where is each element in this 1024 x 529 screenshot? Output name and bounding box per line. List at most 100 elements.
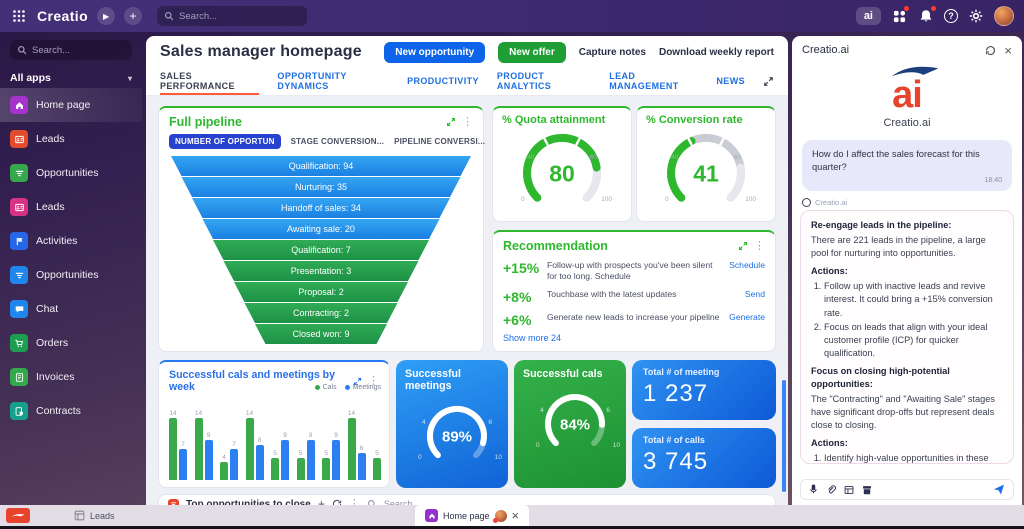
tab-news[interactable]: NEWS	[716, 75, 745, 86]
kebab-menu-icon[interactable]: ⋮	[368, 374, 379, 387]
sidebar-item-orders[interactable]: Orders	[0, 326, 142, 360]
sidebar-item-label: Orders	[36, 337, 69, 349]
all-apps-label: All apps	[10, 72, 51, 84]
all-apps-dropdown[interactable]: All apps ▾	[10, 72, 132, 84]
new-opportunity-button[interactable]: New opportunity	[384, 41, 486, 63]
bar-value-label: 8	[257, 437, 262, 444]
bar-group: 5	[373, 450, 381, 480]
bar-meeting: 9	[332, 432, 340, 480]
sidebar-item-home-page[interactable]: Home page	[0, 88, 142, 122]
archive-icon[interactable]	[862, 485, 872, 495]
kebab-menu-icon[interactable]: ⋮	[348, 497, 360, 505]
expand-icon[interactable]	[353, 377, 362, 386]
add-button[interactable]: +	[124, 7, 143, 25]
new-offer-button[interactable]: New offer	[498, 41, 566, 63]
sidebar-item-chat[interactable]: Chat	[0, 292, 142, 326]
sidebar-item-leads[interactable]: Leads	[0, 122, 142, 156]
funnel-tab-pipeline-conversi[interactable]: PIPELINE CONVERSI...	[394, 137, 486, 146]
funnel-stage-handoff-of-sales[interactable]: Handoff of sales: 34	[171, 198, 471, 218]
taskbar-tab-home-page[interactable]: Home page ×	[415, 505, 530, 526]
funnel-stage-qualification[interactable]: Qualification: 94	[171, 156, 471, 176]
global-search[interactable]	[157, 6, 308, 26]
funnel-stage-contracting[interactable]: Contracting: 2	[171, 303, 471, 323]
search-icon[interactable]	[367, 499, 377, 505]
sidebar-item-opportunities[interactable]: Opportunities	[0, 258, 142, 292]
taskbar-tab-leads[interactable]: Leads	[64, 505, 125, 526]
funnel-stage-proposal[interactable]: Proposal: 2	[171, 282, 471, 302]
funnel-stage-awaiting-sale[interactable]: Awaiting sale: 20	[171, 219, 471, 239]
notifications-icon[interactable]	[917, 6, 936, 25]
expand-icon[interactable]	[446, 117, 456, 127]
close-icon[interactable]: ×	[511, 508, 520, 523]
tab-product-analytics[interactable]: PRODUCT ANALYTICS	[496, 70, 552, 91]
sidebar-search[interactable]	[10, 40, 132, 60]
funnel-stage-closed-won[interactable]: Closed won: 9	[171, 324, 471, 344]
sidebar-item-activities[interactable]: Activities	[0, 224, 142, 258]
generate-link[interactable]: Generate	[729, 312, 765, 323]
main-scrollbar[interactable]	[782, 380, 786, 492]
sidebar-nav: Home page Leads Opportunities Leads Activiti…	[0, 88, 142, 428]
tab-productivity[interactable]: PRODUCTIVITY	[407, 75, 479, 86]
window-icon	[74, 510, 85, 521]
bar-value-label: 4	[222, 454, 226, 461]
refresh-icon[interactable]	[332, 499, 342, 505]
funnel-stage-qualification[interactable]: Qualification: 7	[171, 240, 471, 260]
bar	[281, 440, 289, 480]
bar	[194, 418, 203, 480]
schedule-link[interactable]: Schedule	[729, 260, 765, 270]
card-title: % Quota attainment	[502, 114, 606, 126]
global-search-input[interactable]	[179, 10, 301, 22]
kebab-menu-icon[interactable]: ⋮	[462, 115, 473, 128]
creatio-swoosh-icon	[891, 66, 938, 77]
quota-gauge: 80	[502, 126, 622, 214]
send-button[interactable]	[993, 484, 1005, 495]
sidebar-item-opportunities[interactable]: Opportunities	[0, 156, 142, 190]
bar-call: 5	[322, 450, 330, 480]
tab-lead-management[interactable]: LEAD MANAGEMENT	[609, 70, 679, 91]
user-avatar[interactable]	[994, 6, 1014, 26]
add-icon[interactable]: +	[317, 497, 325, 505]
bar-value-label: 9	[283, 432, 287, 439]
funnel-stage-presentation[interactable]: Presentation: 3	[171, 261, 471, 281]
show-more-link[interactable]: Show more 24	[503, 333, 562, 344]
successful-calls-tile[interactable]: Successful cals 84% 0 4 6 10	[514, 360, 626, 488]
expand-icon[interactable]	[738, 241, 748, 251]
sidebar-item-invoices[interactable]: Invoices	[0, 360, 142, 394]
funnel-stage-nurturing[interactable]: Nurturing: 35	[171, 177, 471, 197]
send-link[interactable]: Send	[744, 289, 765, 300]
creatio-taskbar-button[interactable]	[6, 508, 30, 523]
total-of-meeting-tile[interactable]: Total # of meeting 1 237	[632, 360, 776, 420]
expand-icon[interactable]	[763, 76, 774, 87]
recommendation-text: Generate new leads to increase your pipe…	[547, 312, 720, 323]
settings-icon[interactable]	[967, 7, 985, 25]
marketplace-icon[interactable]	[890, 6, 909, 25]
play-button[interactable]: ▶	[97, 7, 116, 25]
total-of-calls-tile[interactable]: Total # of calls 3 745	[632, 428, 776, 488]
tab-opportunity-dynamics[interactable]: OPPORTUNITY DYNAMICS	[277, 70, 347, 91]
attach-icon[interactable]	[826, 484, 836, 495]
sidebar-item-label: Home page	[36, 99, 91, 111]
funnel-tab-number-of-opportun[interactable]: NUMBER OF OPPORTUN	[169, 134, 281, 149]
section-title: Top opportunities to close	[186, 498, 311, 506]
recommendation-delta: +8%	[503, 289, 532, 306]
capture-notes-button[interactable]: Capture notes	[578, 46, 646, 58]
mic-icon[interactable]	[809, 484, 818, 495]
refresh-icon[interactable]	[985, 45, 996, 56]
ai-assistant-button[interactable]: ai	[855, 7, 881, 25]
kebab-menu-icon[interactable]: ⋮	[754, 239, 765, 252]
sidebar-search-input[interactable]	[32, 44, 125, 56]
help-icon[interactable]: ?	[944, 9, 958, 23]
tab-sales-performance[interactable]: SALES PERFORMANCE	[160, 68, 260, 95]
funnel-tab-stage-conversion[interactable]: STAGE CONVERSION...	[290, 137, 385, 146]
download-weekly-report-button[interactable]: Download weekly report	[658, 46, 774, 58]
close-icon[interactable]: ×	[1004, 42, 1012, 58]
sidebar-item-contracts[interactable]: Contracts	[0, 394, 142, 428]
successful-meetings-tile[interactable]: Successful meetings 89% 0 4 6 10	[396, 360, 508, 488]
bar	[357, 453, 366, 480]
app-launcher-icon[interactable]	[10, 7, 28, 25]
sidebar-item-leads[interactable]: Leads	[0, 190, 142, 224]
table-icon[interactable]	[844, 485, 854, 495]
taskbar-tab-label: Home page	[443, 510, 490, 521]
